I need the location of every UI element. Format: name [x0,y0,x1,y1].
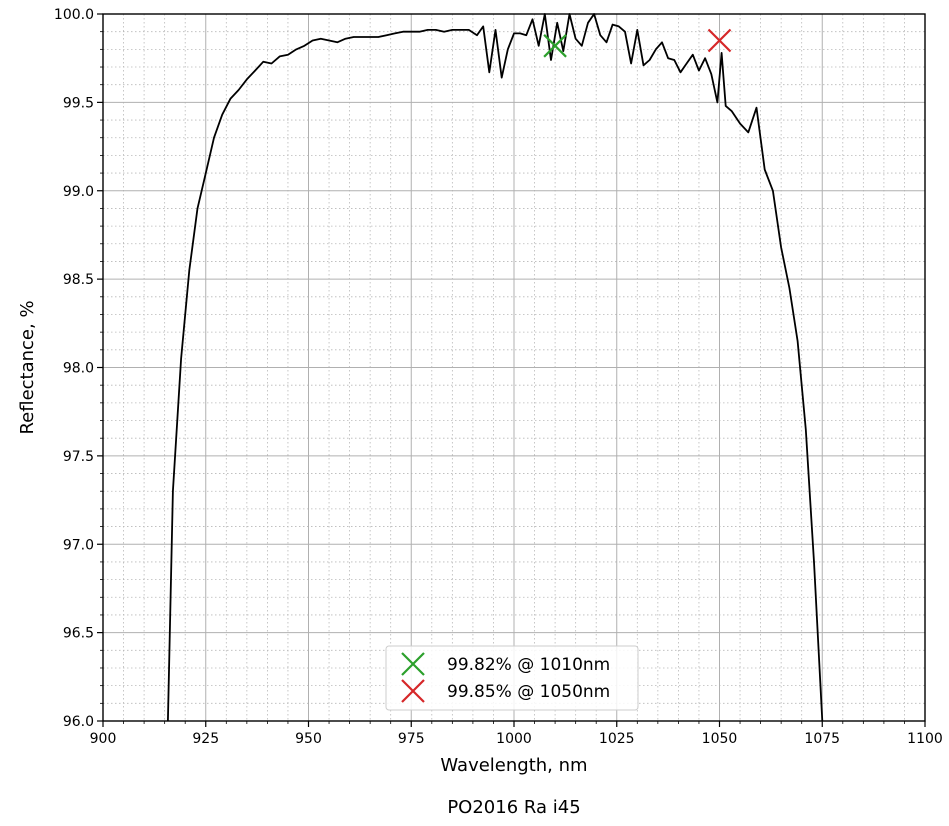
x-axis-ticks: 900 925 950 975 1000 1025 1050 1075 1100 [90,721,943,747]
y-axis-title: Reflectance, % [17,300,38,434]
x-tick-label: 1100 [907,731,943,747]
x-tick-label: 1000 [496,731,532,747]
x-tick-label: 975 [398,731,425,747]
y-tick-label: 96.5 [63,626,94,642]
legend-label-2: 99.85% @ 1050nm [447,682,610,702]
series-layer [167,13,824,722]
chart-caption: PO2016 Ra i45 [447,797,580,818]
y-tick-label: 97.0 [63,537,94,553]
x-axis-title: Wavelength, nm [440,755,587,776]
y-tick-label: 98.5 [63,272,94,288]
legend-label-1: 99.82% @ 1010nm [447,655,610,675]
y-tick-label: 100.0 [54,7,94,23]
legend-marker-2 [401,679,425,703]
x-tick-label: 925 [192,731,219,747]
y-tick-label: 99.5 [63,95,94,111]
y-axis-ticks: 96.0 96.5 97.0 97.5 98.0 98.5 99.0 99.5 100.0 [54,7,103,730]
legend-marker-1 [401,652,425,676]
legend: 99.82% @ 1010nm 99.85% @ 1050nm [385,645,639,711]
y-tick-label: 97.5 [63,449,94,465]
x-tick-label: 1050 [702,731,738,747]
y-tick-label: 96.0 [63,714,94,730]
x-tick-label: 900 [90,731,117,747]
x-tick-label: 1075 [804,731,840,747]
y-tick-label: 98.0 [63,361,94,377]
y-tick-label: 99.0 [63,184,94,200]
marker-layer [543,28,732,58]
x-tick-label: 950 [295,731,322,747]
reflectance-line [167,13,824,722]
x-tick-label: 1025 [599,731,635,747]
legend-box [385,645,639,711]
marker-2 [707,28,732,53]
marker-1 [543,34,567,58]
